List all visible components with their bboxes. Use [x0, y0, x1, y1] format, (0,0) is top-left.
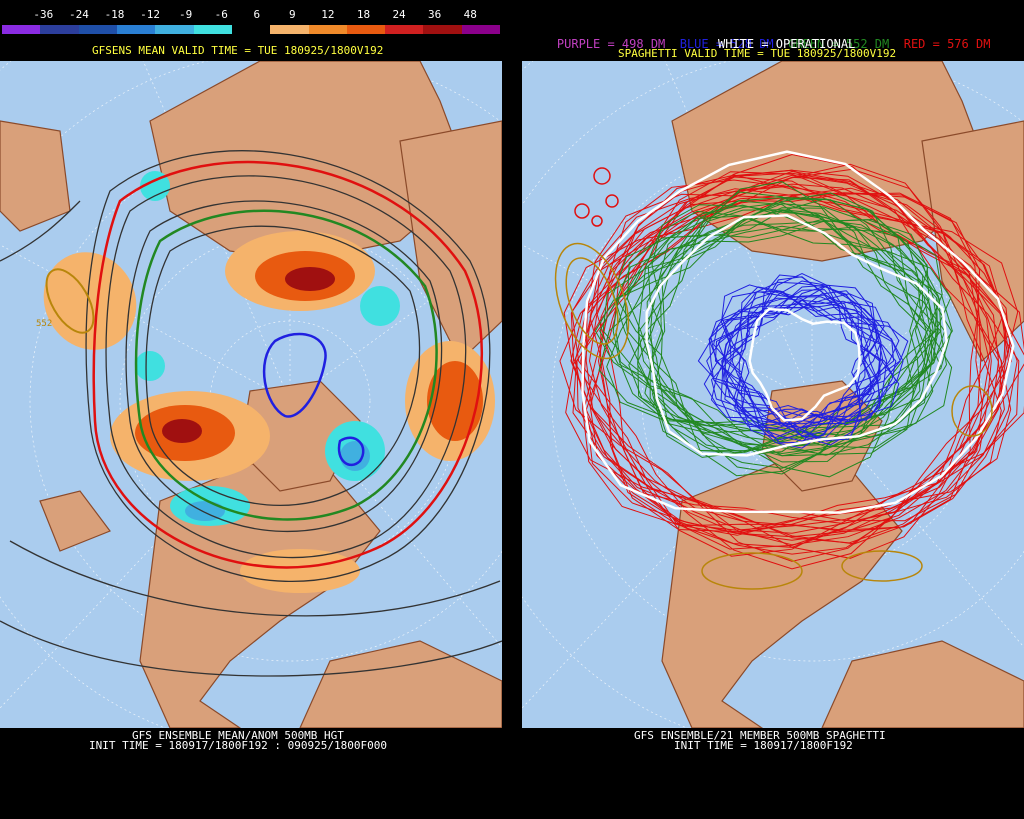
blue-528-member: [723, 303, 895, 425]
red-576-member: [572, 172, 1002, 534]
scale-label: -24: [68, 8, 89, 21]
mean-footer-line1: GFS ENSEMBLE MEAN/ANOM 500MB HGT: [132, 729, 344, 742]
white-operational-552: [645, 214, 948, 457]
scale-label: 12: [321, 8, 335, 21]
green-552-member: [606, 192, 948, 456]
spaghetti-valid-time: SPAGHETTI VALID TIME = TUE 180925/1800V1…: [618, 47, 897, 60]
ensemble-mean-panel: -36 -24 -18 -12 -9 -6 6 9 12 18 24 36 48 GFSENS MEAN…: [0, 0, 502, 819]
red-small-loop: [605, 194, 619, 208]
legend-blue: BLUE = 528 DM: [679, 37, 774, 51]
green-552-member: [598, 196, 953, 455]
scale-swatch: [270, 25, 309, 34]
green-552-member: [623, 204, 943, 477]
red-small-loop: [591, 215, 603, 227]
blue-528-member: [720, 284, 904, 449]
spaghetti-footer-line2: INIT TIME = 180917/1800F192: [674, 739, 853, 752]
scale-label: 48: [463, 8, 477, 21]
scale-swatch: [40, 25, 79, 34]
scale-label: 6: [253, 8, 261, 21]
scale-label: -18: [104, 8, 125, 21]
red-576-member: [584, 179, 1024, 548]
gold-contours: [554, 242, 993, 590]
legend-white: WHITE = OPERATIONAL: [718, 37, 856, 51]
red-small-loop: [574, 203, 590, 219]
blue-528-member: [720, 273, 888, 427]
green-552-member: [612, 198, 934, 449]
spaghetti-footer-line1: GFS ENSEMBLE/21 MEMBER 500MB SPAGHETTI: [634, 729, 886, 742]
spaghetti-panel: PURPLE = 498 DM BLUE = 528 DM GREEN = 55…: [522, 0, 1024, 819]
anomaly-fills: [43, 171, 495, 593]
scale-bar: [2, 25, 501, 34]
mean-footer-line2: INIT TIME = 180917/1800F192 : 090925/180…: [89, 739, 388, 752]
red-576-member: [597, 176, 1000, 536]
mean-valid-time: GFSENS MEAN VALID TIME = TUE 180925/1800…: [92, 44, 384, 57]
spaghetti-contours: [559, 150, 1024, 570]
scale-swatch: [385, 25, 424, 34]
red-576-member: [565, 168, 1005, 544]
scale-swatch: [116, 25, 156, 34]
land-masses: [0, 61, 502, 728]
scale-label: -6: [214, 8, 228, 21]
anomaly-color-scale: -36 -24 -18 -12 -9 -6 6 9 12 18 24 36 48: [2, 8, 501, 34]
ensemble-mean-map: 552: [0, 61, 502, 728]
spaghetti-map: [522, 61, 1024, 728]
scale-label: 18: [356, 8, 371, 21]
scale-label: -36: [33, 8, 54, 21]
south-america: [299, 640, 502, 728]
red-576-member: [588, 174, 1007, 557]
scale-swatch: [346, 25, 386, 34]
scale-swatch: [231, 25, 271, 34]
spaghetti-legend: PURPLE = 498 DM BLUE = 528 DM GREEN = 55…: [528, 26, 991, 62]
red-576-contour: [92, 160, 484, 569]
map-contour-label: 552: [36, 319, 52, 329]
green-552-contour: [134, 209, 438, 521]
green-552-member: [649, 204, 952, 469]
green-552-member: [647, 202, 953, 452]
red-small-loop: [593, 167, 611, 185]
blue-528-contour: [262, 332, 327, 418]
north-africa: [0, 120, 71, 232]
scale-labels: -36 -24 -18 -12 -9 -6 6 9 12 18 24 36 48: [2, 8, 500, 21]
green-552-member: [649, 181, 932, 458]
blue-528-contour-2: [337, 436, 365, 467]
legend-purple: PURPLE = 498 DM: [556, 37, 666, 51]
panel-divider: [502, 0, 522, 819]
red-576-member: [580, 163, 990, 559]
white-operational-528: [748, 307, 861, 422]
height-contours: [0, 150, 502, 677]
red-576-member: [571, 196, 1004, 538]
red-576-member: [596, 183, 1012, 555]
scale-swatch: [423, 25, 462, 34]
scale-swatch: [193, 25, 232, 34]
scale-label: 24: [392, 8, 406, 21]
legend-red: RED = 576 DM: [903, 37, 991, 51]
scale-label: 9: [289, 8, 296, 21]
red-576-member: [559, 192, 983, 546]
scale-label: -9: [179, 8, 193, 21]
scale-label: 36: [428, 8, 442, 21]
green-552-member: [616, 225, 952, 447]
scale-swatch: [308, 25, 347, 34]
green-552-member: [599, 219, 929, 457]
red-576-member: [570, 188, 1019, 550]
scale-swatch: [461, 25, 501, 34]
green-552-member: [644, 210, 946, 434]
blue-528-member: [731, 290, 882, 441]
scale-swatch: [155, 25, 194, 34]
green-552-member: [602, 203, 930, 455]
blue-528-member: [708, 284, 884, 446]
scale-swatch: [2, 25, 41, 34]
spaghetti-map-svg: [522, 61, 1024, 728]
blue-528-member: [714, 299, 874, 425]
island: [39, 490, 111, 552]
red-576-member: [582, 153, 1018, 533]
blue-528-member: [706, 293, 876, 437]
green-552-member: [637, 191, 932, 453]
blue-528-member: [738, 286, 880, 444]
gold-contour: [45, 268, 95, 334]
legend-green: GREEN = 552 DM: [788, 37, 890, 51]
scale-swatch: [78, 25, 117, 34]
mean-map-svg: 552: [0, 61, 502, 728]
scale-label: -12: [140, 8, 160, 21]
